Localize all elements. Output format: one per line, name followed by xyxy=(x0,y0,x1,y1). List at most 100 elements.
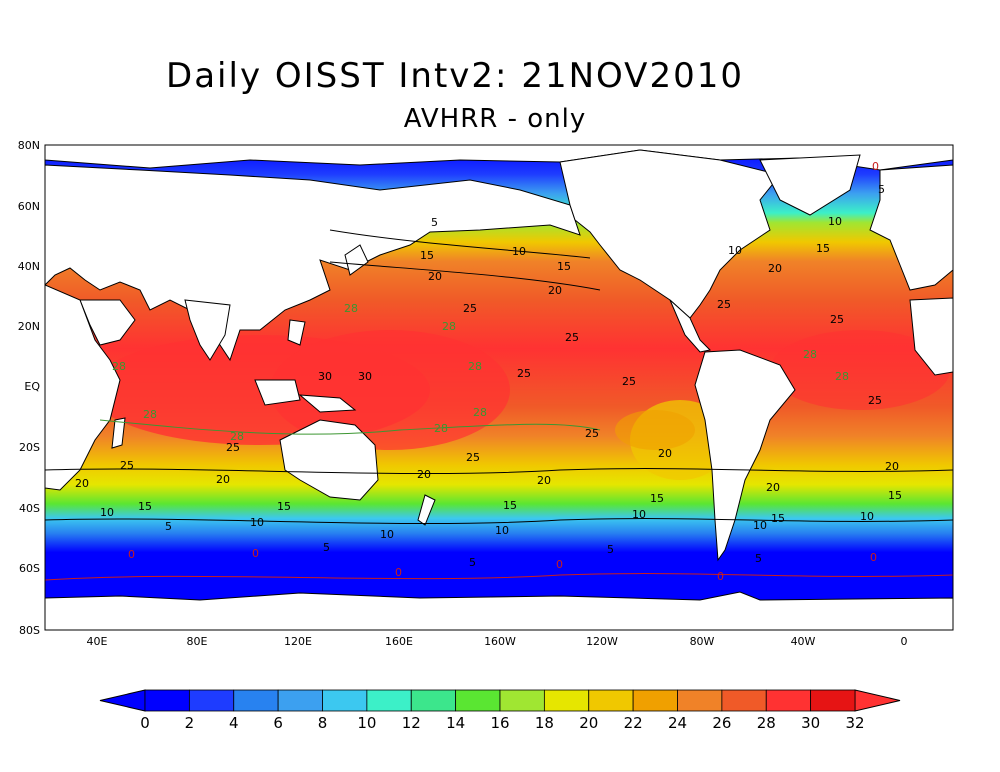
colorbar-swatch xyxy=(765,689,812,712)
contour-label: 20 xyxy=(885,460,899,473)
contour-label: 20 xyxy=(75,477,89,490)
lon-label: 160E xyxy=(385,635,413,648)
contour-label: 28 xyxy=(803,348,817,361)
contour-label: 25 xyxy=(463,302,477,315)
lon-label: 40E xyxy=(87,635,108,648)
contour-label: 10 xyxy=(380,528,394,541)
sst-field xyxy=(45,145,953,630)
contour-label: 20 xyxy=(216,473,230,486)
contour-label: 28 xyxy=(230,430,244,443)
colorbar-swatch xyxy=(233,689,279,712)
colorbar-swatch xyxy=(188,689,235,712)
contour-label: 30 xyxy=(358,370,372,383)
contour-label: 20 xyxy=(548,284,562,297)
colorbar-tick-label: 28 xyxy=(757,714,776,732)
contour-label: 0 xyxy=(872,160,879,173)
contour-label: 25 xyxy=(585,427,599,440)
contour-label: 20 xyxy=(417,468,431,481)
lat-label: EQ xyxy=(24,380,40,393)
colorbar-tick-label: 20 xyxy=(579,714,598,732)
lon-label: 80E xyxy=(187,635,208,648)
colorbar-swatch xyxy=(455,689,501,712)
colorbar-tick-label: 6 xyxy=(273,714,283,732)
lat-label: 40N xyxy=(18,260,40,273)
colorbar-under-arrow xyxy=(99,689,146,712)
contour-label: 10 xyxy=(512,245,526,258)
colorbar-swatch xyxy=(543,689,590,712)
contour-label: 28 xyxy=(468,360,482,373)
colorbar-tick-label: 10 xyxy=(357,714,376,732)
contour-label: 0 xyxy=(128,548,135,561)
contour-label: 25 xyxy=(120,459,134,472)
contour-label: 28 xyxy=(344,302,358,315)
contour-label: 28 xyxy=(112,360,126,373)
colorbar-tick-label: 14 xyxy=(446,714,465,732)
contour-label: 15 xyxy=(503,499,517,512)
lon-label: 120E xyxy=(284,635,312,648)
colorbar-tick-label: 8 xyxy=(318,714,328,732)
colorbar-tick-label: 4 xyxy=(229,714,239,732)
contour-label: 15 xyxy=(557,260,571,273)
contour-label: 0 xyxy=(556,558,563,571)
contour-label: 15 xyxy=(771,512,785,525)
latitude-axis: 80N 60N 40N 20N EQ 20S 40S 60S 80S xyxy=(18,139,41,637)
colorbar-swatch xyxy=(677,689,723,712)
colorbar-tick-label: 2 xyxy=(185,714,195,732)
lat-label: 60N xyxy=(18,200,40,213)
contour-label: 20 xyxy=(537,474,551,487)
colorbar-tick-label: 22 xyxy=(624,714,643,732)
colorbar-swatch xyxy=(588,689,634,712)
contour-label: 25 xyxy=(868,394,882,407)
contour-label: 25 xyxy=(565,331,579,344)
contour-label: 5 xyxy=(323,541,330,554)
colorbar-swatch xyxy=(277,689,323,712)
contour-label: 10 xyxy=(728,244,742,257)
map-frame xyxy=(44,144,954,631)
lon-label: 0 xyxy=(901,635,908,648)
contour-label: 25 xyxy=(717,298,731,311)
contour-label: 10 xyxy=(495,524,509,537)
colorbar-tick-label: 24 xyxy=(668,714,687,732)
colorbar-over-arrow xyxy=(854,689,901,712)
colorbar-swatch xyxy=(410,689,457,712)
contour-label: 28 xyxy=(143,408,157,421)
contour-label: 28 xyxy=(442,320,456,333)
contour-label: 5 xyxy=(165,520,172,533)
colorbar-tick-label: 32 xyxy=(845,714,864,732)
contour-label: 5 xyxy=(755,552,762,565)
contour-label: 25 xyxy=(517,367,531,380)
contour-label: 5 xyxy=(431,216,438,229)
contour-label: 15 xyxy=(816,242,830,255)
contour-label: 20 xyxy=(428,270,442,283)
contour-label: 15 xyxy=(650,492,664,505)
contour-label: 15 xyxy=(888,489,902,502)
colorbar-tick-label: 16 xyxy=(490,714,509,732)
longitude-axis: 40E 80E 120E 160E 160W 120W 80W 40W 0 xyxy=(87,635,908,648)
contour-label: 20 xyxy=(766,481,780,494)
contour-label: 10 xyxy=(632,508,646,521)
contour-label: 28 xyxy=(473,406,487,419)
contour-label: 0 xyxy=(252,547,259,560)
contour-label: 28 xyxy=(434,422,448,435)
lat-label: 80S xyxy=(19,624,40,637)
colorbar-tick-label: 12 xyxy=(402,714,421,732)
colorbar-swatch xyxy=(366,689,412,712)
colorbar-swatch xyxy=(810,689,856,712)
colorbar-swatch xyxy=(144,689,190,712)
contour-label: 25 xyxy=(830,313,844,326)
contour-label: 5 xyxy=(469,556,476,569)
contour-label: 15 xyxy=(138,500,152,513)
lon-label: 120W xyxy=(586,635,618,648)
contour-labels: 0 5 5 10 15 20 25 28 28 30 30 28 28 28 2… xyxy=(75,160,902,583)
lon-label: 160W xyxy=(484,635,516,648)
lon-label: 40W xyxy=(791,635,816,648)
contour-label: 10 xyxy=(860,510,874,523)
contour-label: 20 xyxy=(658,447,672,460)
map-subtitle: AVHRR - only xyxy=(403,104,587,134)
colorbar-tick-label: 26 xyxy=(712,714,731,732)
contour-label: 25 xyxy=(226,441,240,454)
lat-label: 80N xyxy=(18,139,40,152)
contour-label: 25 xyxy=(622,375,636,388)
contour-label: 15 xyxy=(420,249,434,262)
